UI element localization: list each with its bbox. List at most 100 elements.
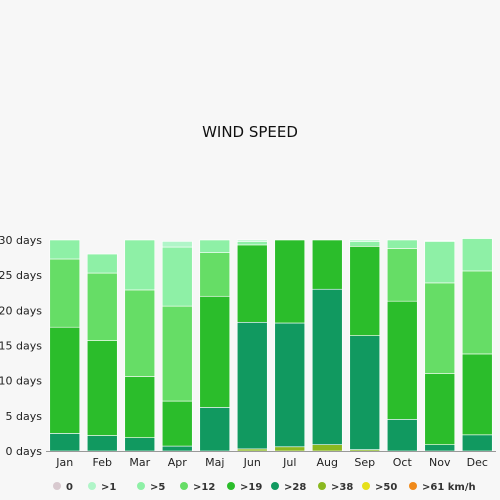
legend-item: >5 <box>137 482 165 493</box>
x-tick-label: Oct <box>393 456 413 469</box>
y-tick-label: 15 days <box>0 340 42 353</box>
legend: 0 >1 >5 >12 >19 >28 >38 >50 >61 km/h <box>53 482 476 493</box>
x-tick-label: Aug <box>317 456 338 469</box>
bar-segment <box>349 239 381 242</box>
y-tick-label: 25 days <box>0 269 42 282</box>
legend-item: >28 <box>271 482 306 493</box>
bar-segment <box>274 322 306 448</box>
bar-segment <box>86 253 118 274</box>
x-tick-label: Jan <box>55 456 73 469</box>
bar-segment <box>274 446 306 452</box>
bar-segment <box>349 241 381 247</box>
bar-segment <box>124 239 156 291</box>
y-axis: 0 days 5 days 10 days 15 days 20 days 25 days… <box>0 234 42 458</box>
bar-segment <box>86 340 118 436</box>
legend-swatch <box>318 482 326 490</box>
legend-swatch <box>180 482 188 490</box>
legend-item: >38 <box>318 482 353 493</box>
bar-segment <box>161 305 193 402</box>
y-tick-label: 0 days <box>6 445 43 458</box>
bar-segment <box>161 246 193 307</box>
bar-segment <box>274 239 306 324</box>
bar-segment <box>236 321 268 450</box>
legend-label: >50 <box>375 482 397 493</box>
legend-label: >12 <box>193 482 215 493</box>
bar-segment <box>311 444 343 452</box>
legend-item: >12 <box>180 482 215 493</box>
y-tick-label: 5 days <box>6 410 43 423</box>
legend-label: >38 <box>331 482 353 493</box>
x-axis: Jan Feb Mar Apr Maj Jun Jul Aug Sep Oct Nov Dec <box>55 456 488 469</box>
legend-label: >61 km/h <box>422 482 476 493</box>
x-tick-label: Nov <box>429 456 451 469</box>
x-tick-label: Sep <box>354 456 375 469</box>
bar-segment <box>236 241 268 246</box>
bar-segment <box>461 270 493 355</box>
bar-segment <box>349 335 381 450</box>
chart-title: WIND SPEED <box>202 123 298 141</box>
bar-segment <box>86 435 118 452</box>
y-tick-label: 10 days <box>0 375 42 388</box>
bar-segment <box>49 433 81 452</box>
bar-segment <box>424 241 456 284</box>
bar-segment <box>311 239 343 290</box>
bar-segment <box>424 282 456 374</box>
bar-segment <box>424 373 456 445</box>
bar-segment <box>424 240 456 242</box>
bar-segment <box>124 289 156 377</box>
bar-segment <box>199 239 231 253</box>
x-tick-label: Jul <box>282 456 296 469</box>
bar-segment <box>161 445 193 452</box>
x-tick-label: Maj <box>205 456 224 469</box>
x-tick-label: Feb <box>93 456 112 469</box>
bar-segment <box>124 437 156 452</box>
bar-segment <box>386 239 418 249</box>
legend-swatch <box>88 482 96 490</box>
bar-segment <box>236 244 268 323</box>
bar-segment <box>424 444 456 452</box>
bar-segment <box>49 239 81 260</box>
bar-segment <box>49 258 81 328</box>
bar-segment <box>236 448 268 452</box>
legend-swatch <box>271 482 279 490</box>
bar-segment <box>461 434 493 452</box>
bar-segment <box>311 288 343 445</box>
bar-segment <box>86 272 118 341</box>
bar-segment <box>349 246 381 336</box>
legend-swatch <box>227 482 235 490</box>
bar-segment <box>161 241 193 248</box>
x-tick-label: Jun <box>243 456 261 469</box>
legend-label: >5 <box>150 482 165 493</box>
bar-segment <box>386 248 418 302</box>
legend-swatch <box>53 482 61 490</box>
legend-item: >19 <box>227 482 262 493</box>
bar-segment <box>236 239 268 242</box>
x-tick-label: Mar <box>129 456 150 469</box>
bar-segment <box>161 400 193 447</box>
bar-segment <box>461 353 493 436</box>
y-tick-label: 20 days <box>0 304 42 317</box>
legend-swatch <box>409 482 417 490</box>
legend-label: 0 <box>66 482 73 493</box>
legend-swatch <box>362 482 370 490</box>
bar-segment <box>124 376 156 438</box>
bar-segment <box>386 419 418 452</box>
bar-segment <box>461 238 493 272</box>
bar-segment <box>199 295 231 408</box>
x-tick-label: Dec <box>467 456 488 469</box>
legend-item: >50 <box>362 482 397 493</box>
bar-segment <box>386 300 418 420</box>
x-tick-label: Apr <box>168 456 188 469</box>
bar-segment <box>199 252 231 297</box>
legend-item: 0 <box>53 482 73 493</box>
legend-label: >19 <box>240 482 262 493</box>
legend-item: >1 <box>88 482 116 493</box>
legend-label: >1 <box>101 482 116 493</box>
bars <box>49 238 493 452</box>
legend-item: >61 km/h <box>409 482 476 493</box>
y-tick-label: 30 days <box>0 234 42 247</box>
legend-swatch <box>137 482 145 490</box>
bar-segment <box>49 326 81 434</box>
bar-segment <box>199 407 231 452</box>
